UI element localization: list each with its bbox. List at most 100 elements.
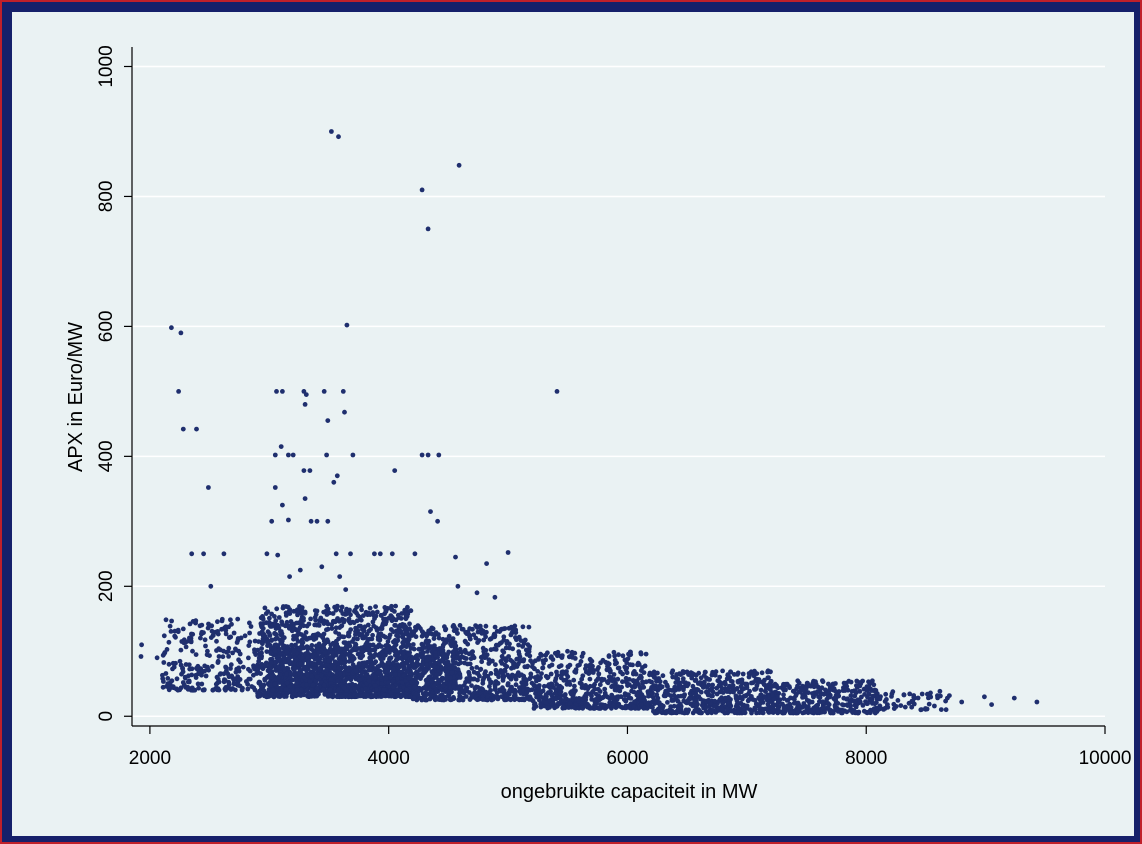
data-point-2068 <box>363 642 369 648</box>
data-point-48 <box>177 658 183 664</box>
data-point-4512 <box>832 704 838 709</box>
data-point-4547 <box>937 688 943 694</box>
data-point-3580 <box>564 671 569 677</box>
data-point-4516 <box>866 691 872 697</box>
data-point-4469 <box>822 709 827 715</box>
data-point-3456 <box>579 681 584 687</box>
data-point-2432 <box>373 659 379 665</box>
data-point-3656 <box>610 695 616 701</box>
data-point-4661 <box>319 564 325 570</box>
data-point-3097 <box>503 656 509 661</box>
data-point-3029 <box>483 647 489 653</box>
data-point-4120 <box>719 685 725 691</box>
data-point-1386 <box>294 620 299 626</box>
data-point-1537 <box>389 603 394 609</box>
data-point-3213 <box>540 665 545 671</box>
data-point-2929 <box>471 632 477 638</box>
data-point-2980 <box>419 629 425 634</box>
data-point-2412 <box>270 687 276 693</box>
data-point-2405 <box>314 674 320 680</box>
data-point-3062 <box>455 631 460 636</box>
data-point-4271 <box>844 709 850 715</box>
data-point-3997 <box>674 672 679 677</box>
data-point-1534 <box>264 694 269 699</box>
data-point-4338 <box>826 694 831 699</box>
data-point-2273 <box>384 668 390 674</box>
data-point-2289 <box>284 671 289 677</box>
data-point-3348 <box>643 651 649 657</box>
data-point-2282 <box>338 646 344 652</box>
data-point-4478 <box>829 710 835 716</box>
data-point-2978 <box>485 697 490 703</box>
data-point-2438 <box>366 647 371 653</box>
data-point-3585 <box>560 669 566 675</box>
data-point-2407 <box>352 686 358 692</box>
data-point-2394 <box>305 672 310 678</box>
data-point-2495 <box>469 683 474 688</box>
data-point-3087 <box>490 696 496 702</box>
data-point-3600 <box>545 705 551 710</box>
data-point-2213 <box>359 670 365 675</box>
data-point-4141 <box>722 710 728 716</box>
data-point-190 <box>178 647 184 653</box>
data-point-1520 <box>324 612 330 617</box>
data-point-2972 <box>455 655 461 660</box>
data-point-2375 <box>310 682 316 688</box>
data-point-2636 <box>516 642 521 648</box>
data-point-3633 <box>561 698 567 703</box>
data-point-2695 <box>441 641 447 646</box>
data-point-380 <box>333 625 339 631</box>
data-point-4624 <box>324 452 329 458</box>
data-point-189 <box>160 684 166 690</box>
data-point-4595 <box>923 706 929 712</box>
data-point-3658 <box>570 695 576 700</box>
data-point-4676 <box>982 694 987 700</box>
data-point-4641 <box>286 517 291 523</box>
data-point-3007 <box>433 652 438 658</box>
data-point-1431 <box>265 640 270 645</box>
data-point-4615 <box>554 389 560 394</box>
data-point-234 <box>226 624 232 630</box>
data-point-1061 <box>407 632 413 638</box>
data-point-4225 <box>848 693 854 698</box>
data-point-1152 <box>365 622 371 628</box>
data-point-92 <box>186 662 192 668</box>
data-point-224 <box>185 686 191 692</box>
data-point-69 <box>190 648 195 654</box>
data-point-3912 <box>671 703 677 709</box>
data-point-4671 <box>154 655 160 661</box>
data-point-3868 <box>758 687 764 693</box>
data-point-2369 <box>312 666 317 672</box>
data-point-1522 <box>259 624 264 629</box>
data-point-3655 <box>587 667 593 672</box>
data-point-3038 <box>470 649 475 655</box>
data-point-2318 <box>328 677 334 682</box>
data-point-2307 <box>335 687 341 693</box>
y-axis-label: APX in Euro/MW <box>65 322 87 472</box>
data-point-1210 <box>346 630 351 636</box>
data-point-4020 <box>688 672 694 678</box>
data-point-3047 <box>429 670 435 675</box>
data-point-4156 <box>746 697 752 702</box>
data-point-3589 <box>602 702 608 708</box>
data-point-1426 <box>353 641 358 647</box>
data-point-1492 <box>306 635 312 641</box>
data-point-931 <box>306 621 312 627</box>
data-point-3108 <box>505 672 510 678</box>
data-point-1170 <box>256 639 261 644</box>
data-point-4508 <box>791 700 797 706</box>
data-point-3013 <box>525 694 530 700</box>
data-point-2433 <box>424 681 430 686</box>
data-point-3578 <box>623 679 629 685</box>
data-point-1887 <box>322 650 328 655</box>
data-point-1527 <box>261 682 267 688</box>
data-point-1052 <box>373 604 378 609</box>
data-point-63 <box>221 648 227 654</box>
data-point-2938 <box>440 652 445 658</box>
data-point-3499 <box>549 701 555 707</box>
data-point-4145 <box>650 705 655 710</box>
data-point-194 <box>161 679 166 684</box>
data-point-2309 <box>399 680 405 685</box>
data-point-3099 <box>485 693 490 699</box>
data-point-178 <box>221 679 227 685</box>
